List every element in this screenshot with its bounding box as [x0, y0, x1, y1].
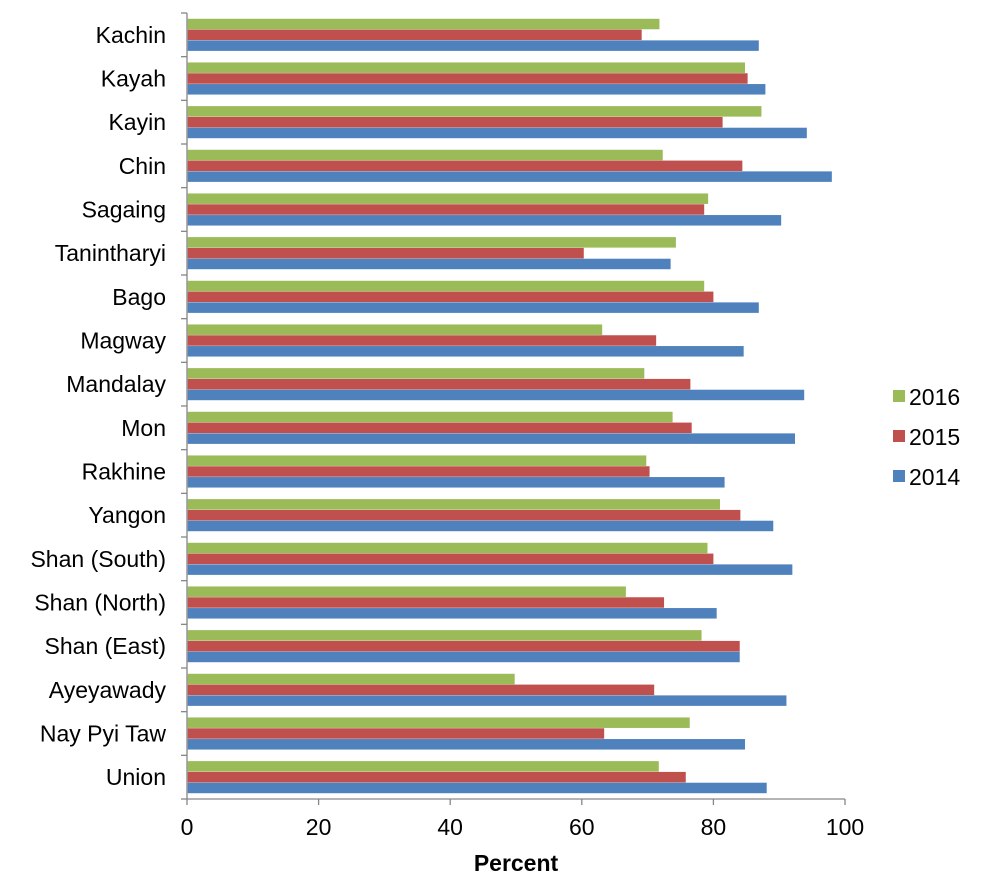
- category-label: Chin: [119, 153, 166, 179]
- bar-2016: [187, 542, 708, 554]
- bar-2016: [187, 18, 660, 30]
- bar-2016: [187, 586, 626, 597]
- bar-2014: [187, 651, 740, 663]
- bar-2014: [187, 171, 832, 182]
- bar-2016: [187, 324, 603, 335]
- category-label: Yangon: [88, 502, 166, 528]
- bar-2014: [187, 84, 766, 95]
- legend-label-2015: 2015: [909, 424, 960, 450]
- bar-2014: [187, 739, 745, 750]
- bar-2015: [187, 771, 686, 783]
- bar-2016: [187, 717, 690, 728]
- category-label: Tanintharyi: [55, 240, 166, 266]
- bar-2014: [187, 782, 767, 794]
- x-tick-label: 100: [826, 814, 864, 840]
- bar-2015: [187, 684, 655, 696]
- bar-2015: [187, 728, 605, 739]
- bar-2014: [187, 346, 744, 357]
- category-label: Ayeyawady: [49, 677, 167, 703]
- bar-2015: [187, 597, 665, 608]
- bar-2014: [187, 127, 807, 139]
- bar-2015: [187, 640, 740, 652]
- category-label: Magway: [80, 328, 166, 354]
- bar-2015: [187, 160, 743, 172]
- bar-2015: [187, 291, 714, 303]
- bar-2016: [187, 237, 676, 248]
- bar-2014: [187, 433, 795, 444]
- category-label: Union: [106, 764, 166, 790]
- category-label: Shan (East): [45, 633, 166, 659]
- bar-2014: [187, 477, 725, 488]
- legend-swatch-2016: [893, 390, 905, 402]
- bar-2014: [187, 389, 805, 401]
- legend: 2016 2015 2014: [893, 384, 960, 490]
- x-tick-labels: 0 20 40 60 80 100: [181, 814, 865, 840]
- bar-2015: [187, 116, 723, 128]
- category-label: Sagaing: [82, 197, 166, 223]
- bar-2016: [187, 368, 645, 379]
- legend-swatch-2015: [893, 430, 905, 442]
- bar-2014: [187, 302, 759, 313]
- bar-2016: [187, 499, 720, 510]
- category-label: Mon: [121, 415, 166, 441]
- bar-2016: [187, 761, 659, 772]
- category-label: Shan (North): [34, 590, 166, 616]
- category-label: Kayin: [108, 109, 166, 135]
- category-label: Mandalay: [66, 371, 166, 397]
- bar-2015: [187, 204, 705, 215]
- legend-label-2016: 2016: [909, 384, 960, 410]
- bar-2016: [187, 673, 515, 685]
- bar-2014: [187, 608, 717, 619]
- legend-swatch-2014: [893, 470, 905, 482]
- bar-2016: [187, 193, 709, 204]
- x-tick-label: 20: [306, 814, 332, 840]
- x-tick-label: 80: [701, 814, 727, 840]
- bar-2014: [187, 258, 671, 270]
- bar-2014: [187, 520, 774, 532]
- category-label: Rakhine: [82, 459, 166, 485]
- bar-2016: [187, 106, 762, 117]
- bar-2015: [187, 247, 584, 259]
- bar-2014: [187, 215, 782, 226]
- bar-2015: [187, 29, 642, 41]
- category-label: Bago: [112, 284, 166, 310]
- category-label: Shan (South): [30, 546, 166, 572]
- bars-group: [187, 18, 832, 794]
- category-label: Kachin: [96, 22, 166, 48]
- category-label: Nay Pyi Taw: [40, 721, 167, 747]
- bar-2015: [187, 378, 691, 390]
- bar-2015: [187, 335, 657, 346]
- bar-2015: [187, 422, 692, 434]
- bar-2016: [187, 62, 745, 73]
- bar-2016: [187, 630, 702, 641]
- x-tick-label: 60: [569, 814, 595, 840]
- bar-2015: [187, 73, 748, 84]
- bar-2016: [187, 455, 647, 466]
- bar-2015: [187, 466, 650, 477]
- bar-2016: [187, 280, 705, 292]
- x-tick-label: 0: [181, 814, 194, 840]
- legend-label-2014: 2014: [909, 464, 960, 490]
- bar-2014: [187, 40, 759, 51]
- bar-2016: [187, 411, 673, 423]
- bar-2014: [187, 564, 793, 575]
- category-labels: Kachin Kayah Kayin Chin Sagaing Tanintharyi Ba…: [30, 22, 166, 790]
- x-tick-label: 40: [437, 814, 463, 840]
- x-axis-title: Percent: [474, 850, 559, 876]
- category-label: Kayah: [101, 66, 166, 92]
- bar-2014: [187, 695, 787, 706]
- bar-2015: [187, 553, 714, 565]
- axes: [181, 12, 846, 805]
- bar-2015: [187, 509, 741, 521]
- bar-2016: [187, 149, 663, 161]
